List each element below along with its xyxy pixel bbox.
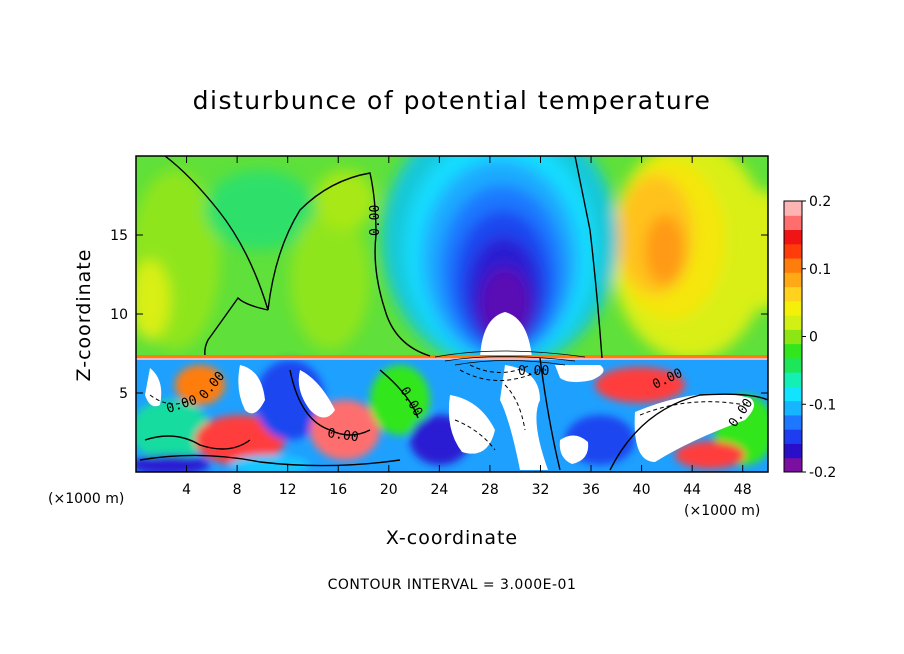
colorbar-swatch (784, 357, 802, 373)
x-tick-label: 36 (582, 482, 600, 498)
x-tick-label: 4 (182, 482, 191, 498)
upper-layer-patches (136, 156, 768, 370)
colorbar-swatch (784, 386, 802, 402)
colorbar-swatch (784, 272, 802, 288)
plot-field: 0.00 0.00 0.00 0.00 0.00 0.00 0.00 0.00 (136, 156, 768, 472)
plume-core (480, 312, 532, 358)
x-tick-label: 20 (380, 482, 398, 498)
y-axis-label: Z-coordinate (73, 248, 95, 382)
colorbar-swatch (784, 243, 802, 259)
y-tick-label: 10 (110, 307, 128, 323)
colorbar-swatch (784, 457, 802, 473)
x-tick-label: 32 (532, 482, 550, 498)
colorbar-swatch (784, 429, 802, 444)
contour-interval-text: CONTOUR INTERVAL = 3.000E-01 (327, 577, 577, 593)
x-tick-label: 40 (633, 482, 651, 498)
contour-label: 0.00 (518, 364, 549, 379)
colorbar-swatch (784, 372, 802, 387)
y-axis: 5 10 15 (110, 228, 768, 402)
colorbar-tick-label: 0 (809, 330, 818, 346)
x-tick-label: 28 (481, 482, 499, 498)
colorbar-tick-label: -0.2 (809, 465, 836, 481)
x-axis: 4 8 12 16 20 24 28 32 36 40 44 48 (182, 156, 752, 498)
colorbar-swatch (784, 215, 802, 231)
interface-contours (434, 350, 586, 366)
zero-contours (139, 156, 768, 471)
interface-line (136, 355, 768, 359)
colorbar-swatch (784, 315, 802, 330)
colorbar-swatch (784, 286, 802, 302)
colorbar-swatch (784, 343, 802, 359)
colorbar-tick-label: 0.1 (809, 262, 831, 278)
x-tick-label: 8 (233, 482, 242, 498)
colorbar-swatch (784, 443, 802, 459)
colorbar: 0.2 0.1 0 -0.1 -0.2 (783, 194, 836, 481)
x-axis-unit-right: (×1000 m) (684, 503, 761, 519)
colorbar-tick-label: -0.1 (809, 397, 836, 413)
y-tick-label: 5 (119, 386, 128, 402)
x-axis-label: X-coordinate (385, 527, 519, 549)
x-tick-label: 44 (683, 482, 701, 498)
contour-label: 0.00 (368, 205, 383, 236)
x-tick-label: 48 (734, 482, 752, 498)
colorbar-swatch (784, 229, 802, 245)
contour-label: 0.00 (326, 426, 359, 445)
colorbar-tick-label: 0.2 (809, 194, 831, 210)
negative-contours (149, 364, 746, 451)
lower-layer-patches (136, 360, 768, 472)
x-tick-label: 24 (430, 482, 448, 498)
x-tick-label: 12 (279, 482, 297, 498)
x-tick-label: 16 (329, 482, 347, 498)
colorbar-swatch (784, 201, 802, 216)
colorbar-swatch (784, 414, 802, 430)
x-axis-unit-left: (×1000 m) (48, 491, 125, 507)
colorbar-swatch (784, 300, 802, 316)
colorbar-swatch (784, 258, 802, 273)
colorbar-swatch (784, 400, 802, 416)
y-tick-label: 15 (110, 228, 128, 244)
colorbar-swatch (784, 329, 802, 345)
chart-title: disturbunce of potential temperature (192, 86, 712, 115)
